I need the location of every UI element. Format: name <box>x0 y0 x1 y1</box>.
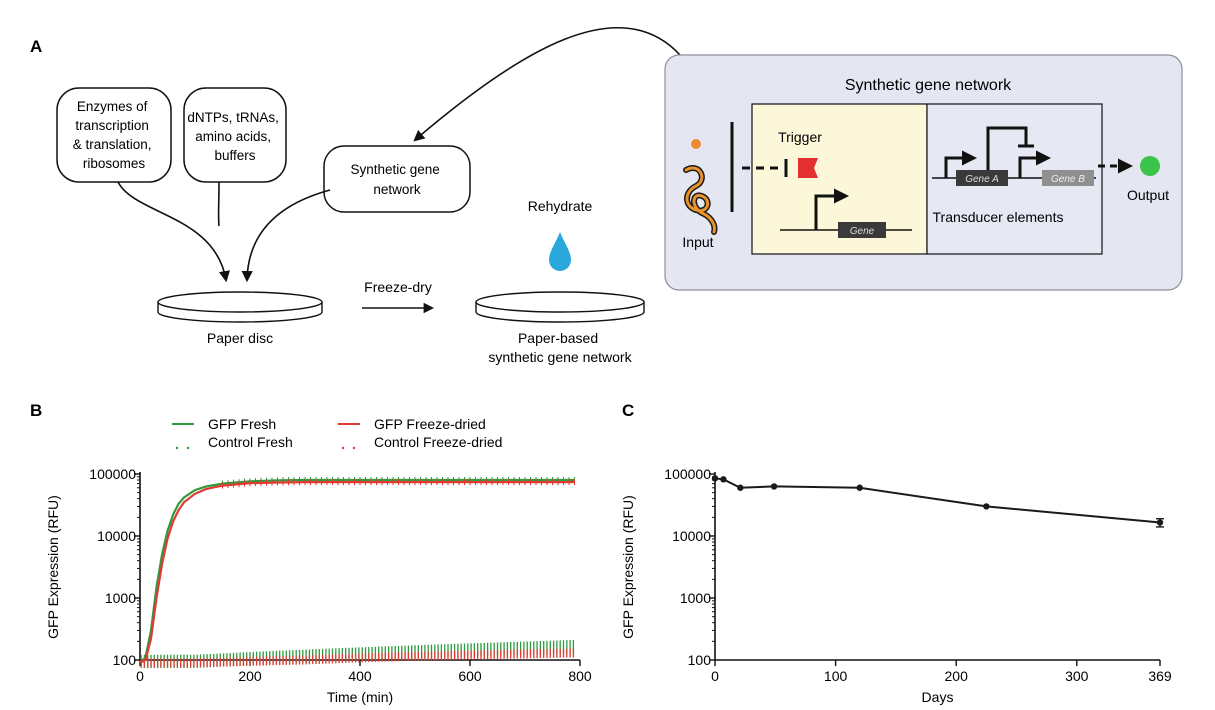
y-tick-label: 1000 <box>680 590 711 606</box>
gene-label: Gene <box>850 226 875 237</box>
connector-box-to-bubble <box>413 27 681 142</box>
x-axis-label: Time (min) <box>327 689 393 705</box>
paper-network-label: Paper-based synthetic gene network <box>488 330 632 365</box>
data-point <box>856 484 863 491</box>
panel-label-a: A <box>30 37 42 56</box>
y-tick-label: 100000 <box>664 466 711 482</box>
x-tick-label: 369 <box>1148 668 1172 684</box>
data-point <box>711 475 719 482</box>
input-label: Input <box>682 234 713 250</box>
series-gfp-freeze-dried <box>139 481 575 664</box>
gene-block <box>838 222 886 238</box>
bubble-reagents: dNTPs, tRNAs, amino acids, buffers <box>183 87 287 183</box>
series-gfp-fresh <box>139 478 575 664</box>
output-label: Output <box>1127 187 1169 203</box>
panel-label-b: B <box>30 401 42 420</box>
paper-disc <box>157 291 323 323</box>
network-box: Synthetic gene network Input Trigger Gen… <box>664 54 1183 291</box>
y-axis-label: GFP Expression (RFU) <box>45 495 61 639</box>
connector-enzymes <box>117 181 231 283</box>
transducer-label: Transducer elements <box>933 209 1064 225</box>
legend-swatch <box>186 446 190 450</box>
legend-swatch <box>341 446 345 450</box>
network-box-title: Synthetic gene network <box>845 77 1012 94</box>
gene-b-block <box>1042 170 1094 186</box>
input-dot-icon <box>691 139 701 149</box>
gene-promoter-arrow <box>814 188 849 230</box>
legend-label: Control Fresh <box>208 434 293 450</box>
x-tick-label: 400 <box>348 668 372 684</box>
chart-b: 100 1000 10000 100000 0 200 400 600 800 Time (min… <box>45 416 592 705</box>
x-axis-label: Days <box>922 689 954 705</box>
y-tick-label: 10000 <box>672 528 711 544</box>
y-tick-label: 1000 <box>105 590 136 606</box>
gene-a-promoter-arrow <box>944 150 977 178</box>
rehydrate-label: Rehydrate <box>528 198 593 214</box>
data-point <box>720 476 727 483</box>
y-axis-label: GFP Expression (RFU) <box>620 495 636 639</box>
x-tick-label: 0 <box>711 668 719 684</box>
series-line <box>714 477 1161 524</box>
x-tick-label: 300 <box>1065 668 1089 684</box>
gene-a-block <box>956 170 1008 186</box>
output-dot-icon <box>1140 156 1160 176</box>
data-point <box>737 484 744 491</box>
legend-label: GFP Freeze-dried <box>374 416 486 432</box>
x-tick-label: 100 <box>824 668 848 684</box>
trigger-icon <box>798 158 818 178</box>
panel-label-c: C <box>622 401 634 420</box>
trigger-label: Trigger <box>778 129 822 145</box>
y-tick-label: 100 <box>688 652 712 668</box>
droplet-icon <box>549 232 571 271</box>
y-tick-label: 100 <box>113 652 137 668</box>
connector-network <box>241 189 331 283</box>
data-point <box>983 503 990 510</box>
legend-label: Control Freeze-dried <box>374 434 502 450</box>
repression-arrow <box>986 126 1028 170</box>
x-tick-label: 0 <box>136 668 144 684</box>
bubble-enzymes: Enzymes of transcription & translation, … <box>56 87 172 183</box>
y-tick-label: 10000 <box>97 528 136 544</box>
legend-swatch <box>352 446 356 450</box>
data-point <box>770 483 778 490</box>
gene-b-promoter-arrow <box>1018 150 1051 178</box>
series-control-freeze-dried <box>140 648 575 668</box>
x-tick-label: 600 <box>458 668 482 684</box>
legend-swatch <box>175 446 179 450</box>
bubble-enzymes-text: Enzymes of transcription & translation, … <box>73 99 156 171</box>
paper-disc-label: Paper disc <box>207 330 273 346</box>
legend: GFP Fresh GFP Freeze-dried Control Fresh Co… <box>172 416 502 450</box>
gene-b-label: Gene B <box>1051 174 1085 185</box>
x-tick-label: 200 <box>945 668 969 684</box>
data-point <box>1156 519 1164 526</box>
bubble-network: Synthetic gene network <box>323 145 471 213</box>
legend-label: GFP Fresh <box>208 416 276 432</box>
y-tick-label: 100000 <box>89 466 136 482</box>
x-tick-label: 200 <box>238 668 262 684</box>
series-control-fresh <box>140 639 575 669</box>
bubble-network-text: Synthetic gene network <box>350 162 443 197</box>
x-tick-label: 800 <box>568 668 592 684</box>
bubble-reagents-text: dNTPs, tRNAs, amino acids, buffers <box>187 110 282 163</box>
freeze-dry-label: Freeze-dry <box>364 279 432 295</box>
paper-network-disc <box>475 291 645 323</box>
gene-a-label: Gene A <box>965 174 999 185</box>
